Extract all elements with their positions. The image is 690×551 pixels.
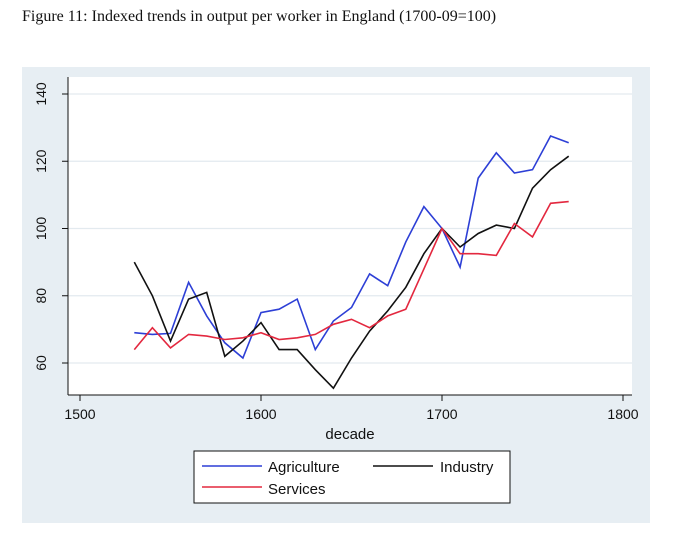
y-tick-label: 60 xyxy=(33,355,49,371)
axes xyxy=(67,77,632,396)
x-tick-label: 1500 xyxy=(64,406,95,422)
x-tick-label: 1700 xyxy=(426,406,457,422)
x-tick-label: 1800 xyxy=(607,406,638,422)
x-tick-label: 1600 xyxy=(245,406,276,422)
series-services xyxy=(133,200,569,351)
gridlines xyxy=(68,93,632,364)
legend-box xyxy=(193,450,511,504)
legend: Agriculture Industry Services xyxy=(193,450,511,504)
y-tick-label: 100 xyxy=(33,217,49,241)
x-axis-title: decade xyxy=(325,426,374,443)
series-lines xyxy=(133,135,570,390)
plot-area xyxy=(68,77,632,395)
figure-caption: Figure 11: Indexed trends in output per … xyxy=(22,8,497,25)
series-agriculture xyxy=(134,135,569,360)
ticks: 60 80 100 120 140 1500 1600 1700 1800 xyxy=(33,82,639,422)
series-line-industry xyxy=(133,155,570,390)
y-tick-label: 80 xyxy=(33,288,49,304)
legend-label-industry: Industry xyxy=(440,459,494,476)
legend-label-services: Services xyxy=(268,481,326,498)
legend-label-agriculture: Agriculture xyxy=(268,459,340,476)
y-tick-label: 140 xyxy=(33,82,49,106)
y-tick-label: 120 xyxy=(33,149,49,173)
series-line-agriculture xyxy=(134,135,569,360)
series-industry xyxy=(133,155,570,390)
